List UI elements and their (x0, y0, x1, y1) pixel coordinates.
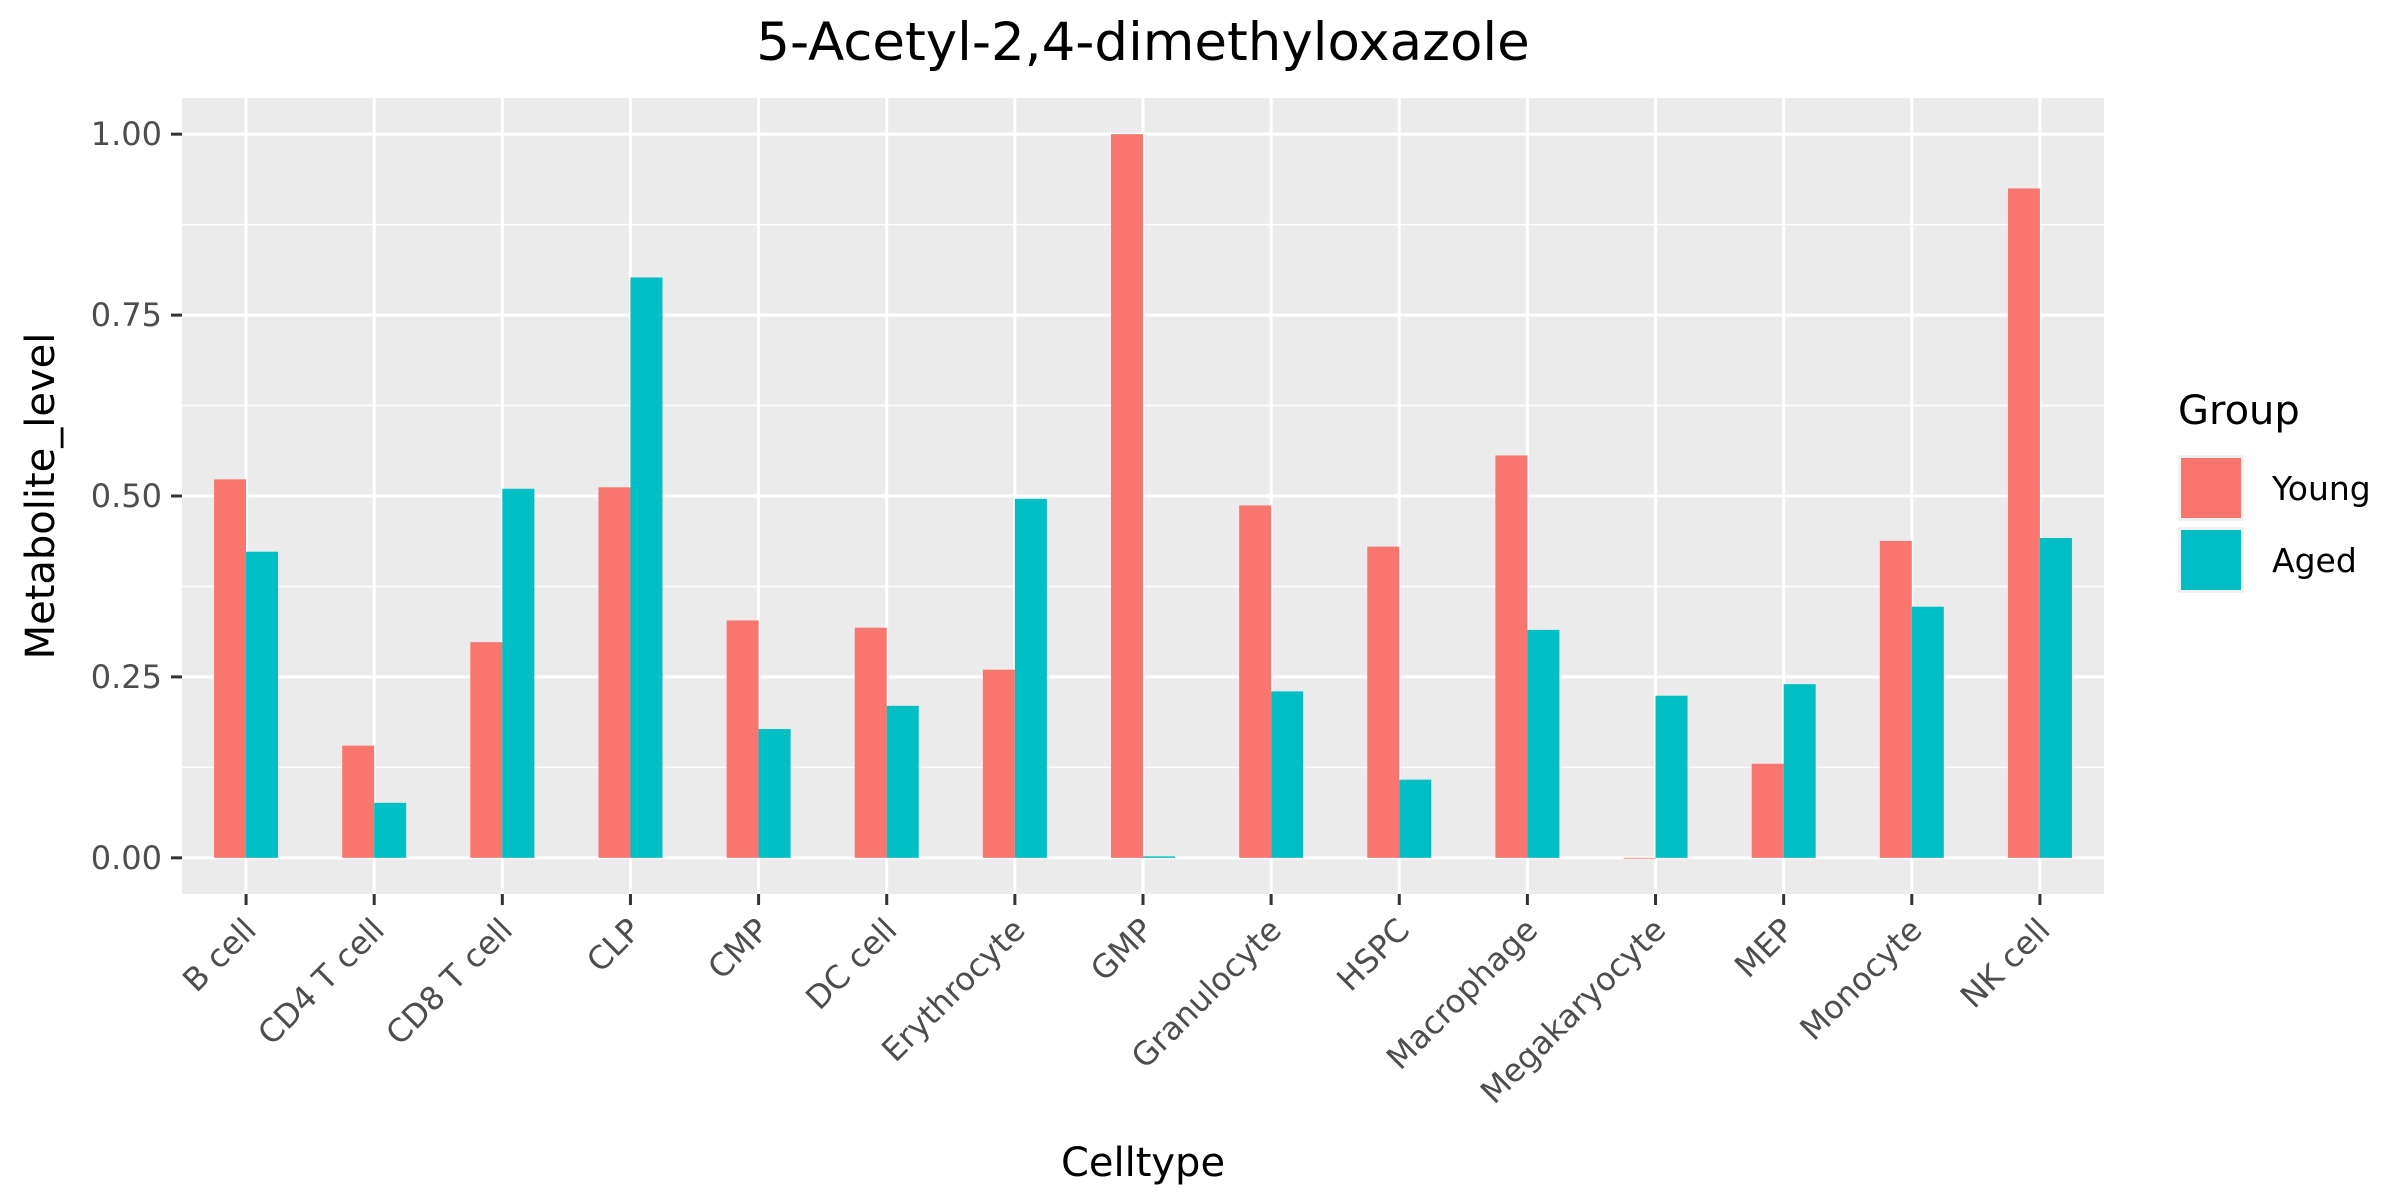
bar-young-hspc (1367, 546, 1400, 858)
bar-aged-b-cell (246, 551, 279, 858)
bar-aged-hspc (1399, 779, 1432, 858)
bar-young-nk-cell (2007, 188, 2040, 858)
bar-young-b-cell (214, 479, 247, 858)
bar-young-cd4-t-cell (342, 745, 375, 858)
bar-young-mep (1751, 763, 1784, 858)
y-axis-title: Metabolite_level (18, 333, 64, 660)
x-axis-title: Celltype (1061, 1140, 1225, 1186)
bar-aged-monocyte (1911, 606, 1944, 858)
y-tick-label: 0.25 (91, 658, 162, 696)
bar-aged-dc-cell (886, 705, 919, 858)
bar-young-clp (598, 487, 631, 858)
x-tick-label: MEP (1727, 911, 1801, 985)
legend-swatch-aged (2181, 530, 2241, 590)
x-tick-label: HSPC (1329, 911, 1417, 999)
x-tick-label: CD8 T cell (378, 911, 520, 1053)
x-tick-label: Monocyte (1792, 911, 1929, 1048)
bar-young-dc-cell (854, 627, 887, 858)
x-tick-label: CD4 T cell (250, 911, 392, 1053)
bar-young-cmp (726, 620, 759, 858)
bar-aged-clp (630, 277, 663, 858)
legend-title: Group (2178, 388, 2300, 434)
y-tick-label: 0.50 (91, 477, 162, 515)
bar-young-gmp (1111, 134, 1143, 858)
x-tick-label: CLP (579, 911, 648, 980)
legend-swatch-young (2181, 458, 2241, 518)
x-tick-label: CMP (700, 911, 776, 987)
y-tick-label: 0.75 (91, 296, 162, 334)
legend-label-young: Young (2271, 469, 2371, 508)
bar-aged-mep (1783, 684, 1816, 858)
bar-aged-granulocyte (1271, 691, 1304, 858)
bar-young-cd8-t-cell (470, 642, 503, 858)
bar-aged-cd8-t-cell (502, 488, 535, 858)
bar-aged-nk-cell (2039, 537, 2072, 858)
bar-young-monocyte (1879, 540, 1912, 858)
bar-young-erythrocyte (982, 669, 1015, 858)
bar-aged-cmp (758, 729, 791, 858)
bar-aged-megakaryocyte (1655, 695, 1688, 858)
bar-aged-macrophage (1527, 629, 1560, 858)
chart-title: 5-Acetyl-2,4-dimethyloxazole (756, 12, 1529, 73)
bar-aged-erythrocyte (1014, 498, 1047, 858)
bar-aged-gmp (1143, 856, 1175, 858)
x-tick-label: B cell (175, 911, 264, 1000)
bar-young-macrophage (1495, 455, 1528, 858)
x-tick-label: GMP (1083, 911, 1161, 989)
x-tick-label: NK cell (1953, 911, 2058, 1016)
x-tick-label: DC cell (798, 911, 904, 1017)
y-tick-label: 0.00 (91, 839, 162, 877)
y-tick-label: 1.00 (91, 115, 162, 153)
bar-young-megakaryocyte (1623, 857, 1656, 859)
bar-young-granulocyte (1239, 505, 1272, 858)
legend-label-aged: Aged (2272, 541, 2357, 580)
legend: Group Young Aged (2178, 388, 2371, 593)
bar-aged-cd4-t-cell (374, 802, 407, 858)
